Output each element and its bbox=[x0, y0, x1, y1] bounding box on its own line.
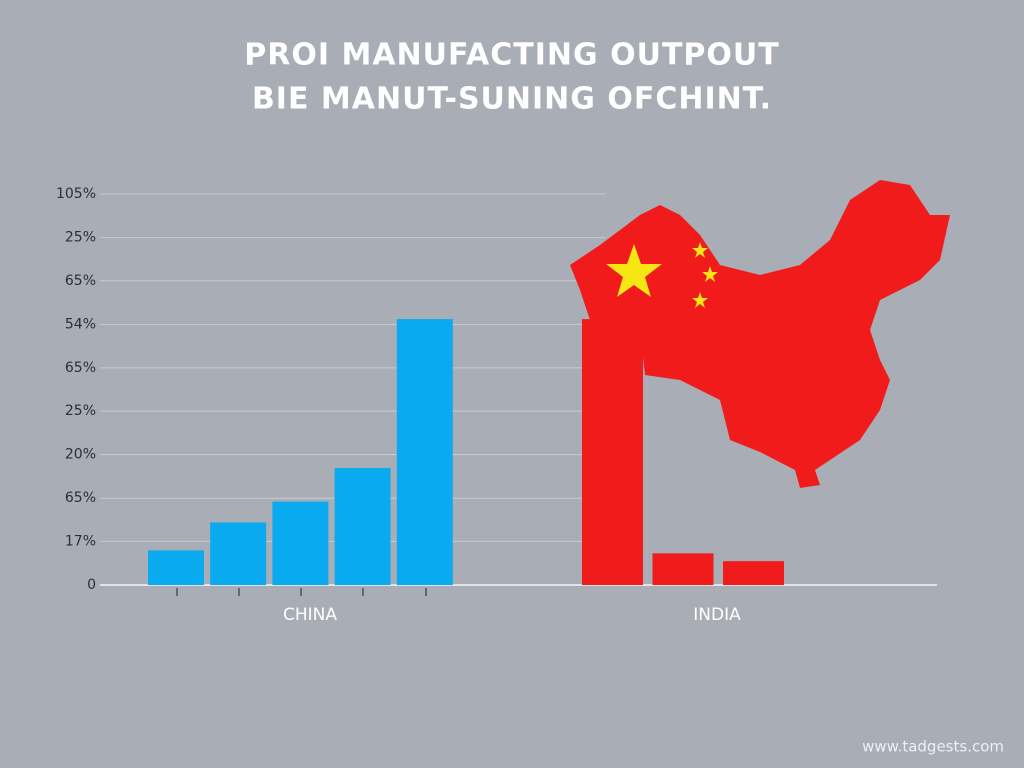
flag-star bbox=[692, 292, 708, 308]
x-ticks bbox=[176, 588, 427, 596]
bar bbox=[334, 468, 391, 585]
y-tick-label: 0 bbox=[87, 577, 96, 593]
bar bbox=[210, 522, 267, 585]
y-tick-label: 65% bbox=[65, 360, 96, 376]
bar bbox=[396, 319, 453, 585]
y-tick-label: 20% bbox=[65, 447, 96, 463]
flag-star bbox=[692, 242, 708, 258]
bar bbox=[652, 553, 714, 585]
y-tick-label: 54% bbox=[65, 316, 96, 332]
flag-star bbox=[702, 266, 718, 282]
y-tick-label: 65% bbox=[65, 273, 96, 289]
y-tick-label: 25% bbox=[65, 230, 96, 246]
x-category-label: CHINA bbox=[283, 605, 337, 625]
china-map bbox=[570, 180, 950, 488]
y-tick-label: 65% bbox=[65, 490, 96, 506]
bar bbox=[272, 501, 329, 585]
chart-subtitle: BIE MANUT-SUNING OFCHINT. bbox=[252, 82, 772, 117]
chart-title: PROI MANUFACTING OUTPOUT bbox=[244, 38, 779, 73]
bar bbox=[723, 561, 784, 585]
bar bbox=[148, 550, 204, 585]
y-tick-label: 17% bbox=[65, 533, 96, 549]
flag-star bbox=[606, 244, 662, 297]
y-tick-label: 105% bbox=[56, 186, 96, 202]
x-category-label: INDIA bbox=[693, 605, 741, 625]
bar bbox=[582, 319, 643, 585]
map-shape bbox=[570, 180, 950, 488]
y-tick-label: 25% bbox=[65, 403, 96, 419]
watermark: www.tadgests.com bbox=[862, 738, 1004, 756]
